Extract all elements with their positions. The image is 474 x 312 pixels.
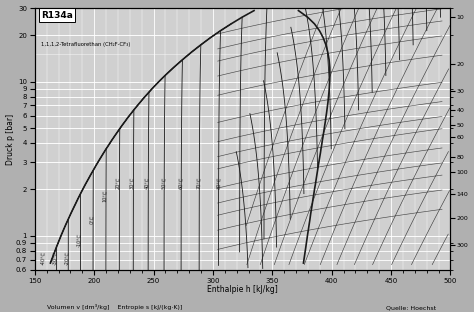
Y-axis label: Druck p [bar]: Druck p [bar] [6, 114, 15, 164]
Text: 50°C: 50°C [161, 177, 167, 189]
Text: R134a: R134a [41, 11, 73, 20]
Text: -10°C: -10°C [76, 233, 82, 247]
X-axis label: Enthalpie h [kJ/kg]: Enthalpie h [kJ/kg] [207, 285, 278, 294]
Text: 10°C: 10°C [102, 190, 108, 202]
Text: 60°C: 60°C [178, 177, 184, 189]
Text: -20°C: -20°C [64, 251, 70, 265]
Text: Quelle: Hoechst: Quelle: Hoechst [386, 305, 436, 310]
Text: Volumen v [dm³/kg]    Entropie s [kJ/(kg·K)]: Volumen v [dm³/kg] Entropie s [kJ/(kg·K)… [47, 305, 183, 310]
Text: 20°C: 20°C [116, 177, 121, 189]
Text: 70°C: 70°C [197, 177, 202, 189]
Text: 40°C: 40°C [145, 177, 151, 189]
Text: 0°C: 0°C [89, 215, 95, 224]
Text: -30°C: -30°C [53, 251, 58, 265]
Text: 30°C: 30°C [130, 177, 136, 189]
Text: 80°C: 80°C [217, 177, 222, 189]
Text: 1,1,1,2-Tetrafluorethan (CH₂F-CF₃): 1,1,1,2-Tetrafluorethan (CH₂F-CF₃) [41, 42, 130, 47]
Text: -40°C: -40°C [40, 251, 46, 265]
